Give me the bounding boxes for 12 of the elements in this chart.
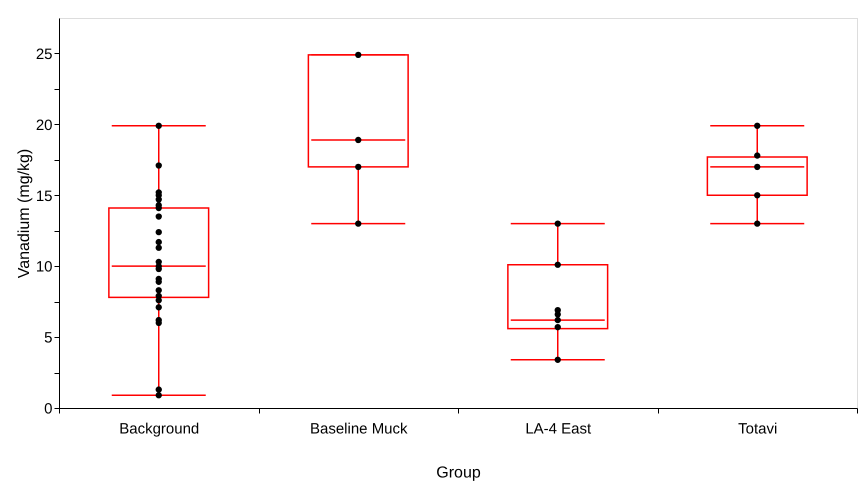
x-tick-label: LA-4 East xyxy=(525,420,592,438)
y-tick-label: 5 xyxy=(44,330,52,347)
x-tick-label: Baseline Muck xyxy=(310,420,408,438)
x-tick-label: Background xyxy=(119,420,200,438)
y-axis-title: Vanadium (mg/kg) xyxy=(16,148,33,278)
x-axis-title: Group xyxy=(436,464,481,482)
y-tick-label: 10 xyxy=(36,258,52,276)
y-tick-label: 20 xyxy=(36,116,52,134)
y-tick-label: 15 xyxy=(36,188,52,205)
y-tick-label: 25 xyxy=(36,46,52,63)
x-tick-label: Totavi xyxy=(738,420,778,438)
y-tick-label: 0 xyxy=(44,400,52,418)
